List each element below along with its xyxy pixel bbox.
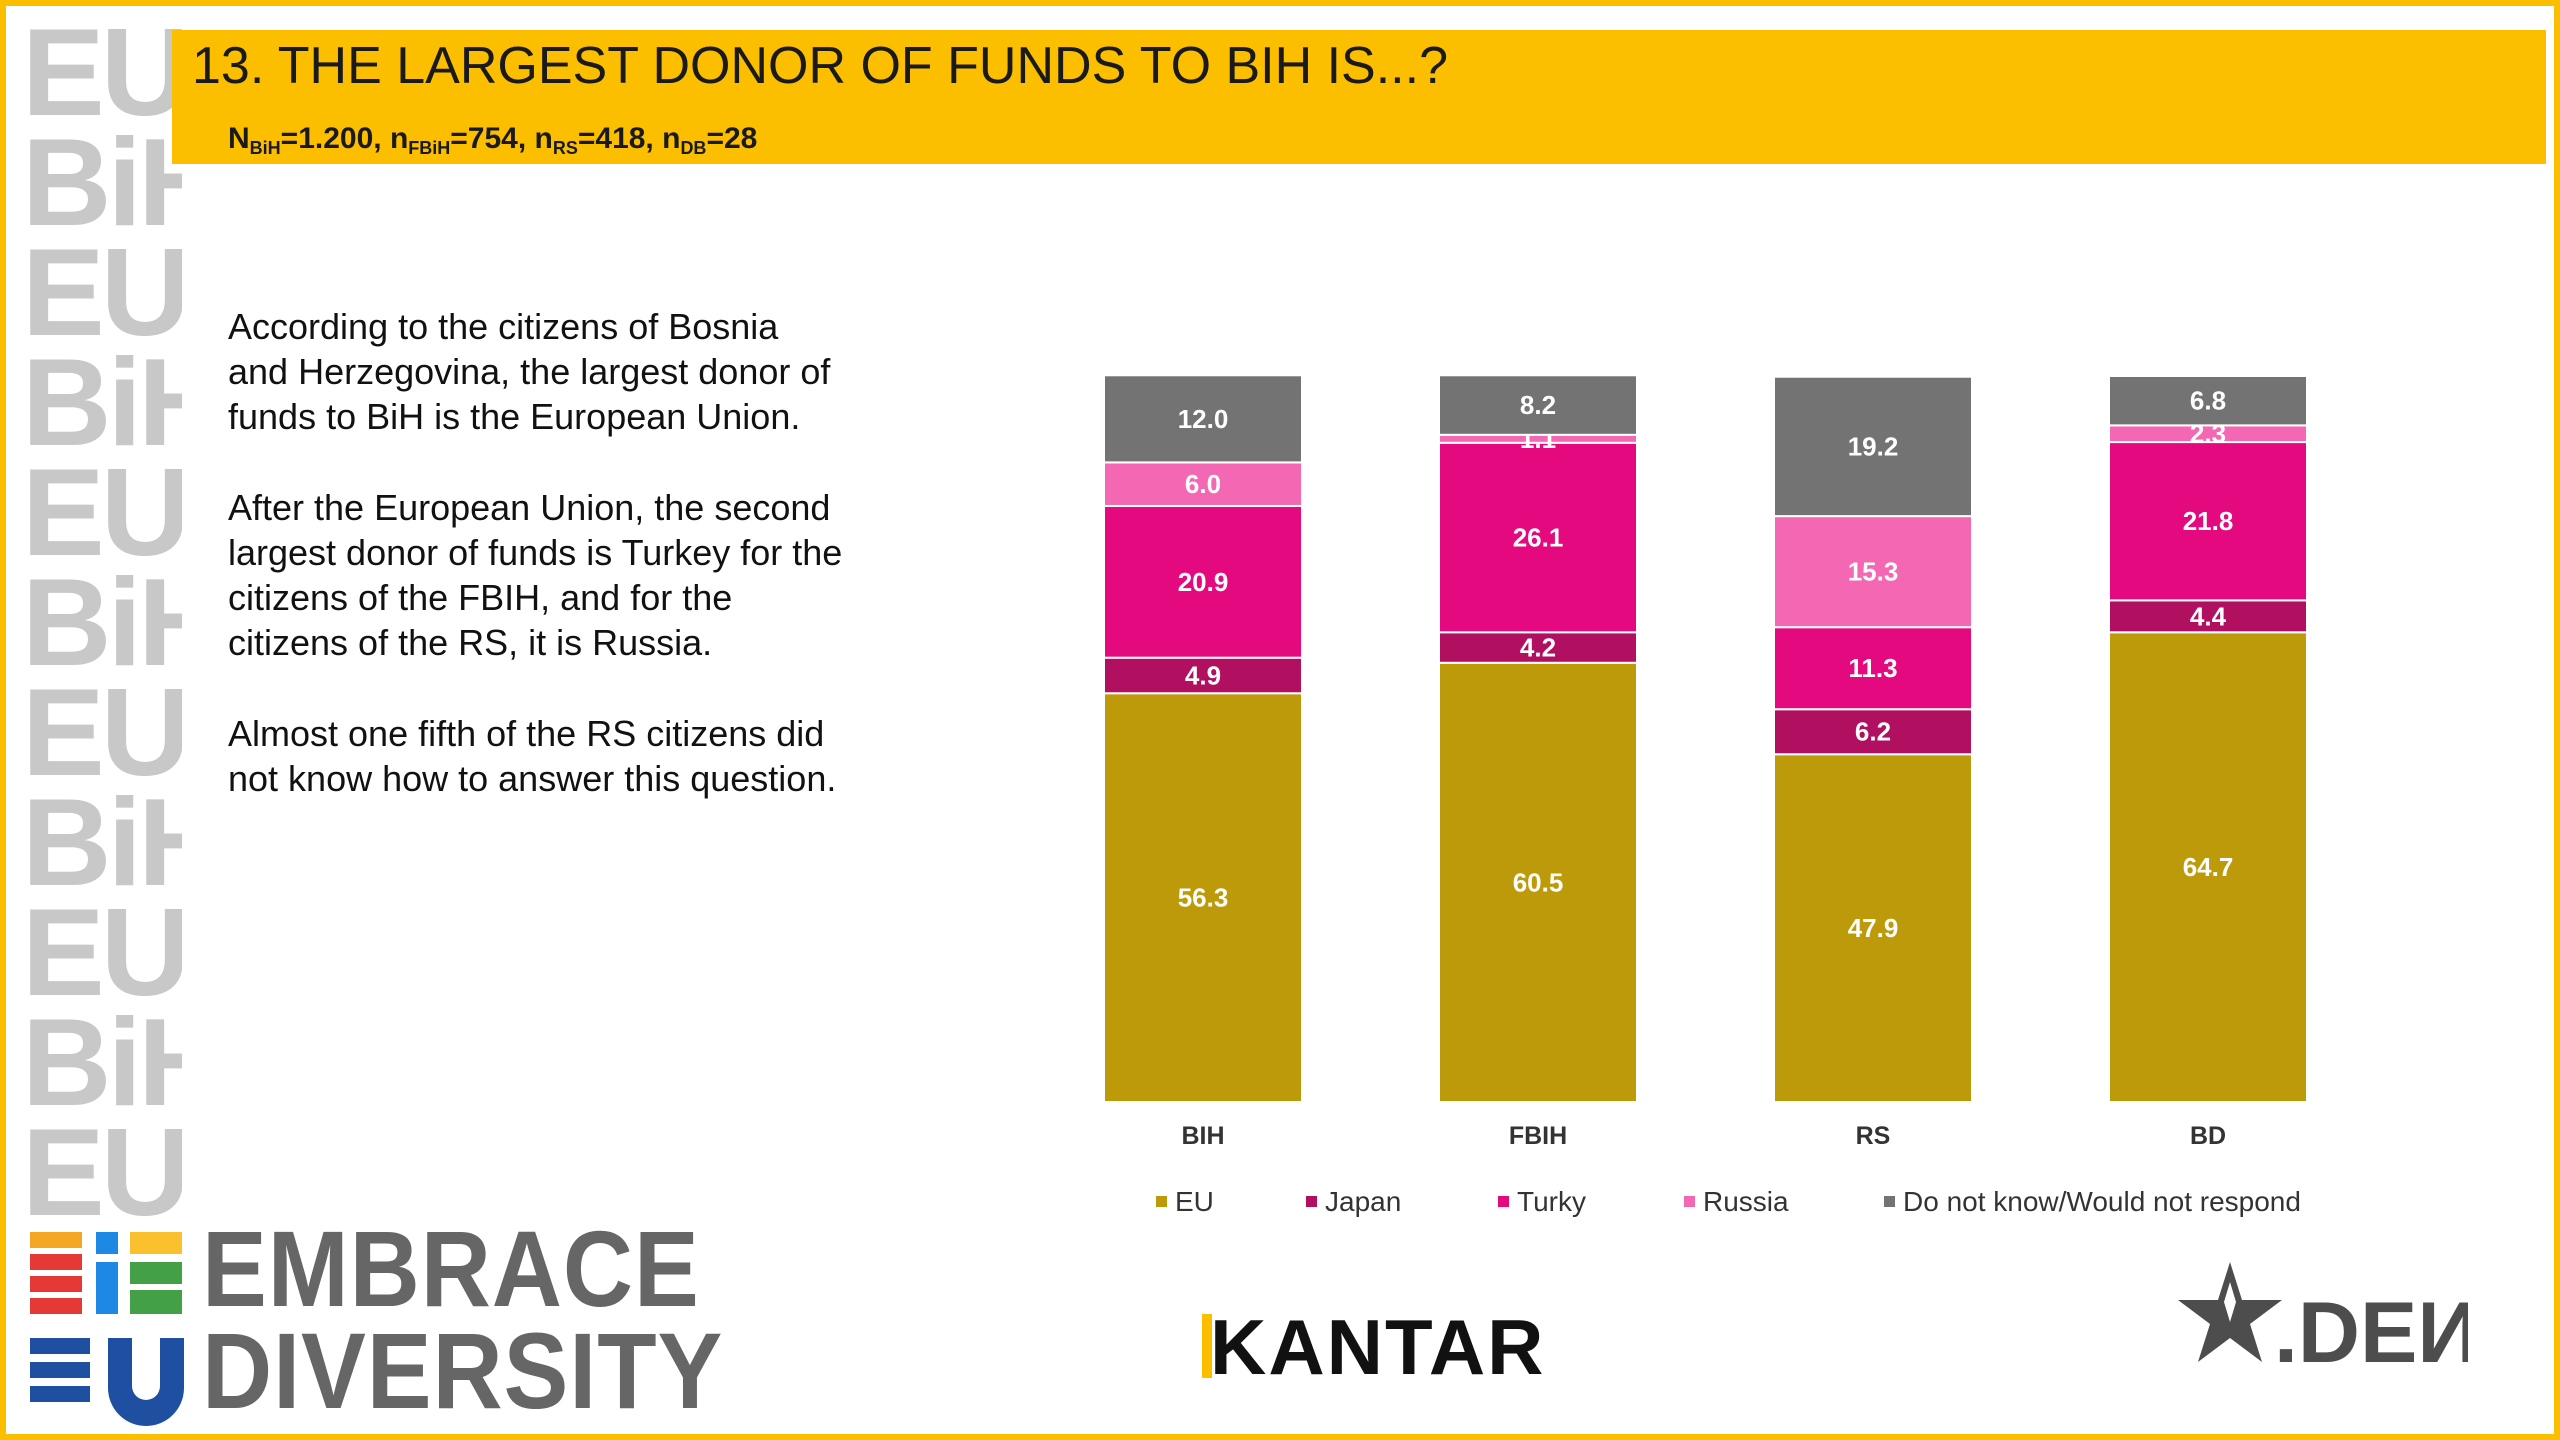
bar-segment-fbih-do: [1438, 374, 1638, 436]
legend-item: Russia: [1684, 1186, 1789, 1218]
sample-subscript: DB: [680, 138, 707, 158]
summary-text: According to the citizens of Bosnia and …: [228, 304, 848, 847]
category-label: FBIH: [1509, 1122, 1567, 1150]
bar-segment-rs-russia: [1773, 515, 1973, 629]
bar-segment-bd-eu: [2108, 631, 2308, 1103]
bar-segment-fbih-turky: [1438, 441, 1638, 634]
legend-label: Turky: [1517, 1186, 1586, 1217]
bar-segment-bd-japan: [2108, 599, 2308, 634]
bar-segment-fbih-eu: [1438, 661, 1638, 1103]
sample-subscript: FBiH: [408, 138, 451, 158]
sample-sizes: NBiH=1.200, nFBiH=754, nRS=418, nDB=28: [228, 122, 757, 159]
iden-wordmark: .DEИ: [2274, 1285, 2468, 1381]
embrace-diversity-logo-text: EMBRACE DIVERSITY: [202, 1208, 724, 1431]
kantar-logo: KANTAR: [1202, 1302, 1546, 1393]
data-label: 64.7: [2183, 852, 2234, 882]
legend-item: EU: [1156, 1186, 1214, 1218]
sample-subscript: BiH: [249, 138, 281, 158]
legend-item: Do not know/Would not respond: [1884, 1186, 2301, 1218]
sample-value: =1.200,: [280, 122, 390, 155]
legend-swatch: [1498, 1196, 1509, 1208]
legend-label: Do not know/Would not respond: [1903, 1186, 2301, 1217]
legend-item: Turky: [1498, 1186, 1586, 1218]
data-label: 12.0: [1178, 404, 1229, 434]
data-label: 11.3: [1848, 653, 1897, 683]
legend-swatch: [1306, 1196, 1317, 1208]
bar-segment-fbih-japan: [1438, 631, 1638, 664]
bar-segment-bih-do: [1103, 374, 1303, 464]
data-label: 15.3: [1848, 557, 1899, 587]
data-label: 20.9: [1178, 567, 1229, 597]
category-label: BIH: [1181, 1122, 1224, 1150]
bar-segment-bd-turky: [2108, 441, 2308, 602]
legend-label: Russia: [1703, 1186, 1789, 1217]
sample-size-fbih: nFBiH=754,: [389, 122, 535, 158]
sample-symbol: N: [228, 122, 250, 155]
data-label: 8.2: [1520, 390, 1556, 420]
bar-segment-bih-russia: [1103, 461, 1303, 507]
data-label: 21.8: [2183, 506, 2234, 536]
bar-segment-bd-do: [2108, 375, 2308, 427]
data-label: 19.2: [1848, 431, 1899, 461]
category-label: BD: [2190, 1122, 2226, 1150]
bar-segment-rs-japan: [1773, 708, 1973, 756]
data-label: 6.0: [1185, 469, 1221, 499]
legend-swatch: [1684, 1196, 1695, 1208]
sample-size-bih: NBiH=1.200,: [228, 122, 390, 158]
data-label: 6.8: [2190, 386, 2226, 416]
legend-swatch: [1884, 1196, 1895, 1208]
data-label: 4.2: [1520, 633, 1556, 663]
stacked-bar-chart: 56.34.920.96.012.0BIH60.54.226.11.18.2FB…: [1103, 374, 2308, 1150]
embrace-diversity-logo-icon: [30, 1232, 184, 1426]
data-label: 60.5: [1513, 867, 1564, 897]
bar-segment-bih-eu: [1103, 692, 1303, 1103]
data-label: 47.9: [1848, 913, 1899, 943]
data-label: 26.1: [1513, 523, 1564, 553]
summary-paragraph-2: After the European Union, the second lar…: [228, 487, 843, 663]
data-label: 6.2: [1855, 717, 1891, 747]
data-label: 56.3: [1178, 883, 1229, 913]
sample-value: =418,: [577, 122, 663, 155]
sample-subscript: RS: [552, 138, 578, 158]
title-banner: 13. THE LARGEST DONOR OF FUNDS TO BIH IS…: [172, 30, 2546, 164]
bar-segment-rs-eu: [1773, 753, 1973, 1103]
sample-symbol: n: [662, 122, 681, 155]
sample-value: =28: [706, 122, 758, 155]
embrace-word: EMBRACE: [202, 1208, 700, 1329]
legend-label: EU: [1175, 1186, 1214, 1217]
kantar-accent-bar: [1202, 1314, 1212, 1378]
sample-symbol: n: [389, 122, 409, 155]
slide-title: 13. THE LARGEST DONOR OF FUNDS TO BIH IS…: [192, 37, 1448, 95]
summary-paragraph-3: Almost one fifth of the RS citizens did …: [228, 713, 837, 799]
iden-logo-icon: .DEИ: [2178, 1262, 2468, 1381]
category-label: RS: [1856, 1122, 1891, 1150]
legend-swatch: [1156, 1196, 1167, 1208]
legend-item: Japan: [1306, 1186, 1401, 1218]
chart-legend: EU Japan Turky Russia Do not know/Would not …: [1156, 1186, 2456, 1226]
diversity-word: DIVERSITY: [202, 1310, 724, 1431]
bar-segment-bih-japan: [1103, 656, 1303, 695]
kantar-wordmark: KANTAR: [1210, 1303, 1546, 1391]
legend-label: Japan: [1325, 1186, 1402, 1217]
sample-symbol: n: [534, 122, 553, 155]
sample-value: =754,: [450, 122, 535, 155]
data-label: 4.4: [2190, 601, 2227, 631]
bar-segment-rs-do: [1773, 375, 1973, 518]
summary-paragraph-1: According to the citizens of Bosnia and …: [228, 306, 831, 437]
sample-size-rs: nRS=418,: [534, 122, 663, 158]
data-label: 4.9: [1185, 660, 1221, 690]
sample-size-db: nDB=28: [662, 122, 758, 158]
eu-bih-pattern: EU BiH EU BiH EU BiH EU BiH EU BiH EU: [22, 18, 182, 1218]
